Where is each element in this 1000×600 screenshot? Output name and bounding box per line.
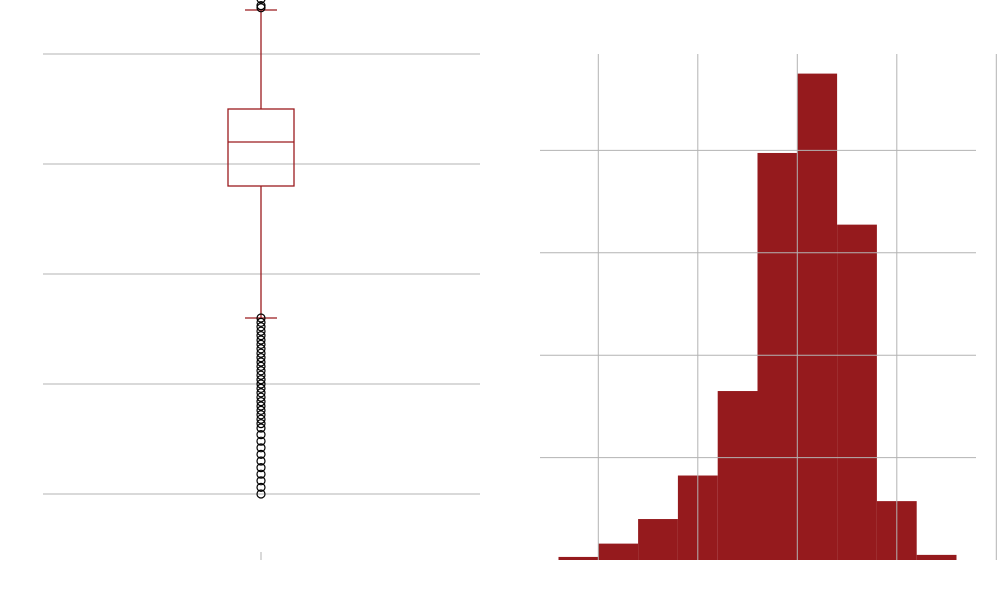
histogram-bar [757, 152, 798, 560]
outlier-point [256, 313, 266, 323]
outlier-point [256, 405, 266, 415]
outlier-point [256, 401, 266, 411]
histogram-bar [598, 543, 639, 560]
outlier-point [256, 489, 266, 499]
outlier-point [256, 366, 266, 376]
outlier-point [256, 322, 266, 332]
outlier-point [256, 449, 266, 459]
outlier-point [256, 482, 266, 492]
histogram-bar [837, 224, 877, 560]
outlier-point [256, 463, 266, 473]
outlier-point [256, 375, 266, 385]
histogram-bar [916, 554, 957, 560]
outlier-point [256, 348, 266, 358]
outlier-point [256, 353, 266, 363]
outlier-point [256, 383, 266, 393]
outlier-point [256, 388, 266, 398]
outlier-point [256, 397, 266, 407]
outlier-point [256, 379, 266, 389]
outlier-point [256, 423, 266, 433]
outlier-point [256, 0, 266, 4]
outlier-point [256, 414, 266, 424]
interquartile-box [227, 108, 295, 187]
outlier-point [256, 469, 266, 479]
outlier-point [256, 430, 266, 440]
outlier-point [256, 357, 266, 367]
outlier-point [256, 392, 266, 402]
outlier-point [256, 317, 266, 327]
outlier-point [256, 326, 266, 336]
outlier-point [256, 344, 266, 354]
outlier-point [256, 331, 266, 341]
outlier-point [256, 456, 266, 466]
outlier-point [256, 410, 266, 420]
outlier-point [256, 339, 266, 349]
outlier-point [256, 476, 266, 486]
outlier-point [256, 335, 266, 345]
outlier-point [256, 436, 266, 446]
histogram-bar [797, 73, 838, 560]
box-plot-chart [43, 0, 480, 560]
outlier-point [256, 443, 266, 453]
outlier-point [256, 361, 266, 371]
histogram-bar [638, 519, 678, 560]
histogram-bar [717, 391, 758, 560]
outlier-point [256, 370, 266, 380]
outlier-point [256, 419, 266, 429]
outlier-point [256, 3, 266, 13]
histogram-bar [558, 556, 599, 560]
